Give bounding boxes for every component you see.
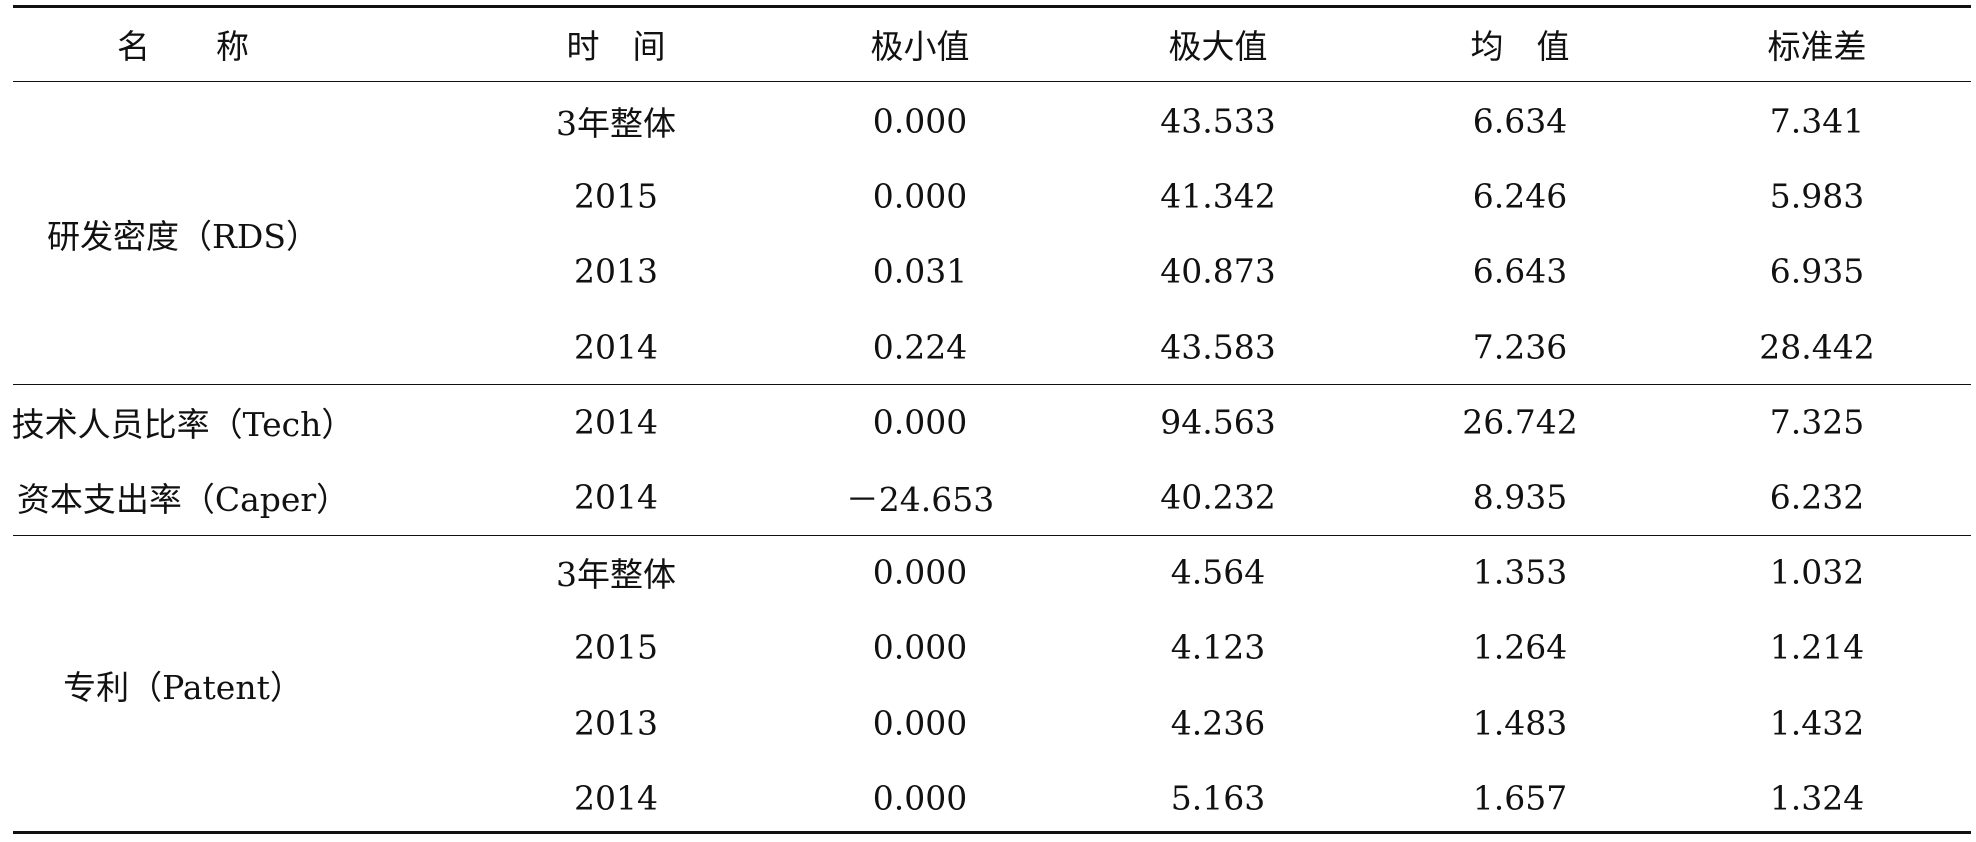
value-cell: 1.032 [1769, 552, 1865, 592]
value-cell: 6.634 [1472, 101, 1568, 141]
value-cell: 43.583 [1160, 327, 1276, 367]
value-cell: 7.341 [1769, 101, 1865, 141]
value-cell: 0.000 [872, 552, 968, 592]
value-cell: 1.264 [1472, 627, 1568, 667]
value-cell: 1.214 [1769, 627, 1865, 667]
value-cell: 4.564 [1170, 552, 1266, 592]
time-cell: 2015 [574, 176, 658, 216]
header-cell: 极小值 [870, 27, 970, 66]
value-cell: 0.000 [872, 176, 968, 216]
value-cell: 94.563 [1160, 402, 1276, 442]
value-cell: 6.232 [1769, 477, 1865, 517]
value-cell: 6.246 [1472, 176, 1568, 216]
value-cell: 5.163 [1170, 778, 1266, 818]
time-cell: 2015 [574, 627, 658, 667]
value-cell: 7.236 [1472, 327, 1568, 367]
value-cell: 41.342 [1160, 176, 1276, 216]
time-cell: 2013 [574, 251, 658, 291]
value-cell: 1.432 [1769, 703, 1865, 743]
time-cell: 2014 [574, 778, 658, 818]
value-cell: 8.935 [1472, 477, 1568, 517]
time-cell: 2014 [574, 327, 658, 367]
group-name: 专利（Patent） [63, 668, 303, 707]
header-cell: 均 值 [1470, 27, 1570, 66]
time-cell: 3年整体 [556, 555, 676, 595]
header-cell: 时 间 [566, 27, 666, 66]
value-cell: 0.000 [872, 627, 968, 667]
value-cell: 6.935 [1769, 251, 1865, 291]
group-name: 资本支出率（Caper） [16, 480, 350, 519]
value-cell: 26.742 [1462, 402, 1578, 442]
header-rule [13, 81, 1971, 82]
group-rule [13, 384, 1971, 386]
time-cell: 3年整体 [556, 104, 676, 143]
value-cell: 0.000 [872, 402, 968, 442]
top-rule [13, 5, 1971, 8]
value-cell: 0.031 [872, 251, 968, 291]
time-cell: 2013 [574, 703, 658, 743]
value-cell: 40.873 [1160, 251, 1276, 291]
value-cell: 1.324 [1769, 778, 1865, 818]
value-cell: －24.653 [845, 480, 995, 519]
value-cell: 43.533 [1160, 101, 1276, 141]
value-cell: 5.983 [1769, 176, 1865, 216]
value-cell: 0.000 [872, 703, 968, 743]
group-name: 研发密度（RDS） [47, 216, 319, 256]
value-cell: 28.442 [1759, 327, 1875, 367]
value-cell: 0.000 [872, 101, 968, 141]
value-cell: 7.325 [1769, 402, 1865, 442]
value-cell: 40.232 [1160, 477, 1276, 517]
header-cell: 标准差 [1767, 27, 1867, 66]
group-name: 技术人员比率（Tech） [11, 404, 355, 444]
time-cell: 2014 [574, 402, 658, 442]
value-cell: 6.643 [1472, 251, 1568, 291]
group-rule [13, 534, 1971, 536]
value-cell: 4.236 [1170, 703, 1266, 743]
header-cell: 名 称 [117, 27, 249, 66]
time-cell: 2014 [574, 477, 658, 517]
value-cell: 0.000 [872, 778, 968, 818]
value-cell: 1.353 [1472, 552, 1568, 592]
value-cell: 0.224 [872, 327, 968, 367]
value-cell: 1.483 [1472, 703, 1568, 743]
value-cell: 1.657 [1472, 778, 1568, 818]
value-cell: 4.123 [1170, 627, 1266, 667]
header-cell: 极大值 [1168, 27, 1268, 66]
bottom-rule [13, 831, 1971, 834]
